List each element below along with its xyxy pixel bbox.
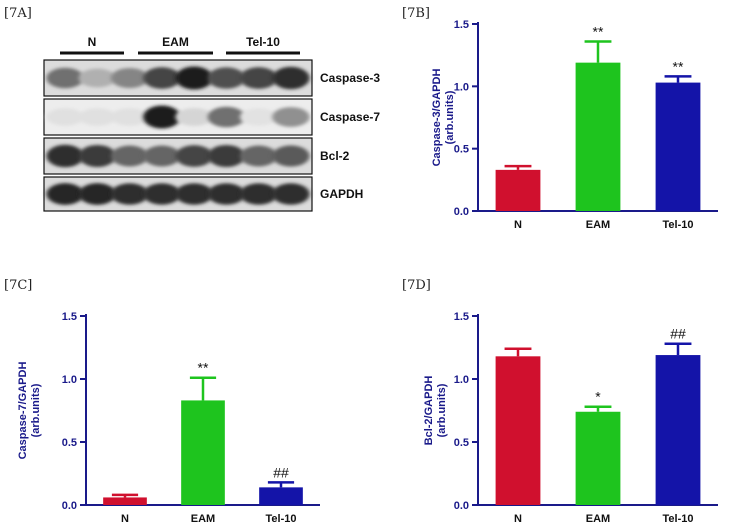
x-tick-label: EAM	[586, 219, 610, 231]
blot-band	[239, 67, 278, 89]
bar	[495, 169, 541, 211]
bar	[575, 62, 621, 211]
y-tick-label: 0.5	[454, 144, 469, 156]
panel-label-7A: [7A]	[4, 6, 32, 21]
bar	[259, 487, 303, 505]
y-axis-label: Caspase-7/GAPDH	[17, 362, 29, 460]
blot-band	[239, 145, 278, 167]
blot-band	[143, 105, 181, 129]
y-tick-label: 1.5	[62, 311, 77, 323]
blot-band	[143, 183, 181, 205]
x-tick-label: EAM	[191, 513, 215, 525]
blot-band	[143, 145, 181, 167]
blot-band	[207, 106, 246, 128]
blot-band	[175, 183, 213, 205]
panel-label-7D: [7D]	[402, 278, 431, 293]
significance-marker: **	[198, 360, 209, 376]
blot-band	[46, 67, 84, 89]
blot-group-label: EAM	[162, 35, 189, 49]
y-axis-label-units: (arb.units)	[444, 90, 456, 144]
blot-band-label: Caspase-3	[320, 71, 380, 85]
bar	[575, 411, 621, 505]
bar	[495, 356, 541, 505]
significance-marker: ##	[670, 326, 686, 342]
bar-chart-7C: [7C] 0.0 0.5 1.0 1.5 Caspase-7/GAPDH (arb.unit…	[4, 278, 320, 525]
blot-band	[78, 68, 117, 88]
blot-band	[239, 183, 278, 205]
y-tick-label: 1.0	[62, 374, 77, 386]
blot-band	[78, 144, 117, 168]
blot-band	[175, 66, 213, 90]
blot-band	[110, 183, 149, 205]
y-tick-label: 1.0	[454, 374, 469, 386]
y-axis-label: Caspase-3/GAPDH	[431, 69, 443, 167]
bar	[655, 355, 701, 505]
blot-strip	[43, 137, 313, 175]
blot-band	[143, 67, 181, 89]
blot-band	[110, 145, 149, 167]
x-tick-label: N	[121, 513, 129, 525]
blot-strip	[43, 176, 313, 212]
y-axis-label-units: (arb.units)	[436, 383, 448, 437]
panel-label-7C: [7C]	[4, 278, 32, 293]
blot-band-label: Caspase-7	[320, 110, 380, 124]
blot-band	[46, 144, 84, 168]
significance-marker: *	[595, 389, 601, 405]
bar	[103, 497, 147, 505]
blot-band-label: Bcl-2	[320, 149, 350, 163]
blot-band	[207, 67, 246, 89]
blot-band	[110, 68, 149, 88]
blot-band	[46, 108, 84, 126]
y-tick-label: 0.0	[454, 500, 469, 512]
blot-band	[110, 108, 149, 126]
bar	[181, 400, 225, 505]
x-tick-label: Tel-10	[266, 513, 297, 525]
blot-band	[175, 145, 213, 167]
x-tick-label: Tel-10	[663, 513, 694, 525]
bar	[655, 82, 701, 212]
blot-band	[272, 183, 310, 205]
blot-strip	[43, 59, 313, 97]
significance-marker: ##	[273, 464, 289, 480]
panel-label-7B: [7B]	[402, 6, 430, 21]
bar-chart-7B: [7B] 0.0 0.5 1.0 1.5 Caspase-3/GAPDH (arb.unit…	[402, 6, 718, 231]
blot-group-label: N	[88, 35, 97, 49]
bar-chart-7D: [7D] 0.0 0.5 1.0 1.5 Bcl-2/GAPDH (arb.units) N *…	[402, 278, 718, 525]
y-tick-label: 1.0	[454, 81, 469, 93]
blot-band	[239, 108, 278, 126]
blot-band	[78, 183, 117, 205]
blot-band	[175, 108, 213, 126]
blot-strip	[43, 98, 313, 136]
x-tick-label: N	[514, 513, 522, 525]
x-tick-label: Tel-10	[663, 219, 694, 231]
y-tick-label: 0.5	[62, 437, 77, 449]
blot-group-label: Tel-10	[246, 35, 280, 49]
blot-band	[272, 66, 310, 90]
blot-band	[78, 108, 117, 126]
significance-marker: **	[673, 58, 684, 74]
x-tick-label: N	[514, 219, 522, 231]
y-tick-label: 0.0	[454, 206, 469, 218]
blot-band	[46, 183, 84, 205]
y-tick-label: 0.0	[62, 500, 77, 512]
y-axis-label-units: (arb.units)	[30, 383, 42, 437]
blot-band	[207, 183, 246, 205]
y-axis-label: Bcl-2/GAPDH	[423, 376, 435, 446]
blot-band-label: GAPDH	[320, 187, 363, 201]
y-tick-label: 1.5	[454, 19, 469, 31]
blot-band	[272, 145, 310, 167]
significance-marker: **	[593, 23, 604, 39]
blot-band	[207, 144, 246, 168]
x-tick-label: EAM	[586, 513, 610, 525]
y-tick-label: 0.5	[454, 437, 469, 449]
y-tick-label: 1.5	[454, 311, 469, 323]
blot-band	[272, 107, 310, 127]
